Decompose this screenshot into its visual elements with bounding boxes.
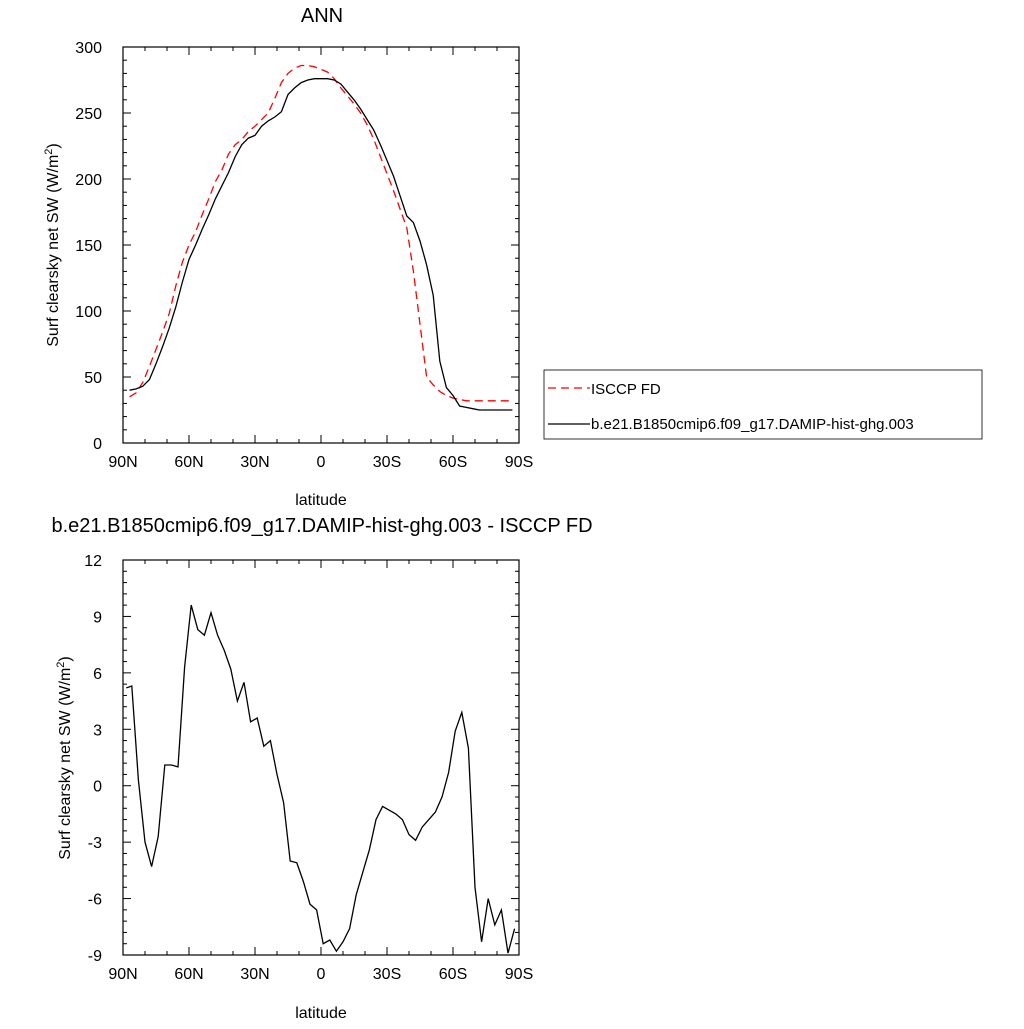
top-x-axis-title: latitude (295, 492, 347, 509)
top-y-tick-label: 200 (75, 172, 102, 189)
top-plot-frame (122, 46, 520, 444)
bottom-x-tick-label: 90N (108, 966, 137, 983)
top-y-tick-label: 50 (84, 370, 102, 387)
top-x-tick-label: 90N (108, 454, 137, 471)
bottom-axis-ticks: 90N 60N 30N 0 30S 60S 90S -9 -6 -3 0 3 6 9 12 (84, 553, 533, 983)
bottom-y-tick-label: 0 (93, 779, 102, 796)
top-chart-title: ANN (301, 5, 343, 27)
top-series-line-0 (129, 64, 513, 402)
legend: ISCCP FD b.e21.B1850cmip6.f09_g17.DAMIP-… (543, 369, 983, 440)
top-x-tick-label: 30S (373, 454, 401, 471)
bottom-series-line-0 (126, 604, 516, 954)
bottom-y-tick-label: 9 (93, 609, 102, 626)
top-y-axis-title-main: Surf clearsky net SW (W/m (45, 155, 62, 347)
bottom-x-axis-title: latitude (295, 1005, 347, 1022)
bottom-x-tick-label: 0 (317, 966, 326, 983)
bottom-x-tick-label: 60N (174, 966, 203, 983)
bottom-y-tick-label: -6 (88, 892, 102, 909)
top-panel: ANN 90N 60N 30N 0 30S 60S 90S 0 50 100 150 200 250 30… (43, 5, 983, 509)
top-y-axis-title: Surf clearsky net SW (W/m2) (43, 143, 62, 346)
top-y-tick-label: 250 (75, 106, 102, 123)
bottom-y-tick-label: -3 (88, 835, 102, 852)
bottom-y-axis-title: Surf clearsky net SW (W/m2) (55, 656, 74, 859)
top-y-tick-label: 150 (75, 238, 102, 255)
top-x-tick-label: 30N (240, 454, 269, 471)
bottom-y-axis-title-close: ) (57, 656, 74, 661)
top-axis-ticks: 90N 60N 30N 0 30S 60S 90S 0 50 100 150 200 250 300 (75, 40, 533, 471)
bottom-plot-frame (122, 559, 520, 956)
bottom-y-tick-label: 3 (93, 722, 102, 739)
top-series-line-1 (129, 78, 513, 411)
top-x-tick-label: 60N (174, 454, 203, 471)
legend-label-model: b.e21.B1850cmip6.f09_g17.DAMIP-hist-ghg.… (591, 416, 914, 433)
top-y-tick-label: 300 (75, 40, 102, 57)
top-x-tick-label: 90S (505, 454, 533, 471)
bottom-x-tick-label: 30S (373, 966, 401, 983)
bottom-panel: b.e21.B1850cmip6.f09_g17.DAMIP-hist-ghg.… (51, 515, 592, 1022)
top-y-tick-label: 100 (75, 304, 102, 321)
legend-label-isccp: ISCCP FD (591, 381, 661, 398)
bottom-y-tick-label: 12 (84, 553, 102, 570)
bottom-x-tick-label: 90S (505, 966, 533, 983)
bottom-y-tick-label: 6 (93, 666, 102, 683)
bottom-y-tick-label: -9 (88, 948, 102, 965)
top-series-group (129, 64, 513, 411)
top-x-tick-label: 0 (317, 454, 326, 471)
top-y-tick-label: 0 (93, 436, 102, 453)
top-x-tick-label: 60S (439, 454, 467, 471)
bottom-y-axis-title-sup: 2 (55, 662, 67, 668)
bottom-x-tick-label: 30N (240, 966, 269, 983)
top-y-axis-title-close: ) (45, 143, 62, 148)
bottom-y-axis-title-main: Surf clearsky net SW (W/m (57, 668, 74, 860)
bottom-x-tick-label: 60S (439, 966, 467, 983)
bottom-chart-title: b.e21.B1850cmip6.f09_g17.DAMIP-hist-ghg.… (51, 515, 592, 537)
bottom-series-group (126, 604, 516, 954)
top-y-axis-title-sup: 2 (43, 149, 55, 155)
legend-box (543, 369, 983, 440)
